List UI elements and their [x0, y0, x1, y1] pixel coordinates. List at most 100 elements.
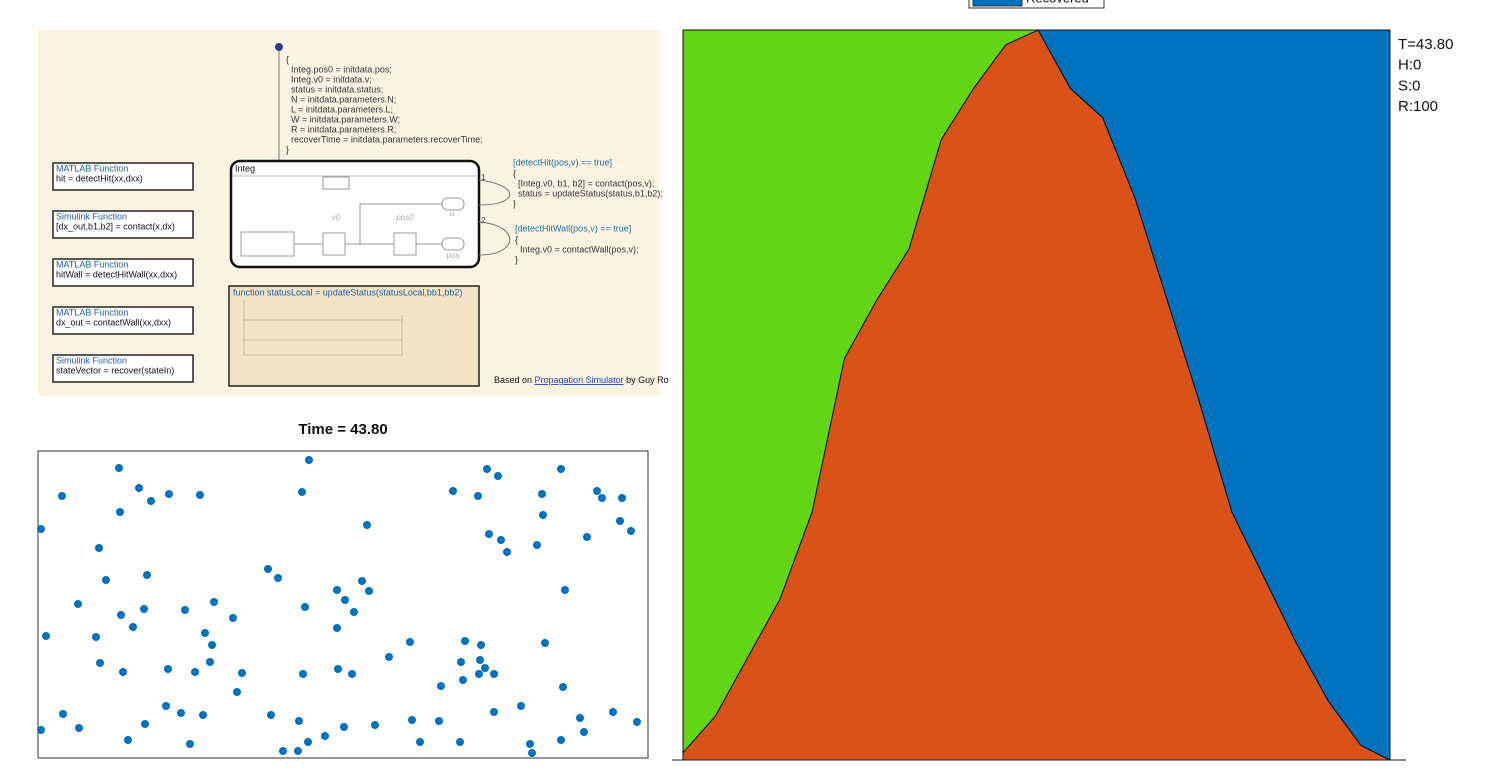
point: [37, 726, 45, 734]
code-line: Integ.pos0 = initdata.pos;: [291, 64, 392, 74]
transition-action: {: [515, 234, 518, 244]
point: [96, 659, 104, 667]
transition-action: {: [513, 168, 516, 178]
point: [229, 614, 237, 622]
point: [371, 721, 379, 729]
status-text: S:0: [1398, 77, 1421, 94]
point: [321, 732, 329, 740]
point: [627, 527, 635, 535]
block: [322, 232, 346, 256]
point: [42, 632, 50, 640]
point: [475, 670, 483, 678]
point: [449, 487, 457, 495]
transition-guard: [detectHit(pos,v) == true]: [513, 157, 612, 167]
point: [59, 710, 67, 718]
point: [340, 723, 348, 731]
point: [477, 641, 485, 649]
point: [528, 749, 536, 757]
function-signature: [dx_out,b1,b2] = contact(x,dx): [56, 221, 175, 231]
point: [334, 665, 342, 673]
transition-action: }: [515, 254, 518, 264]
function-kind: Simulink Function: [56, 355, 127, 365]
point: [485, 530, 493, 538]
default-transition-dot: [275, 43, 283, 51]
legend-label: Recovered: [1026, 0, 1089, 5]
point: [143, 571, 151, 579]
function-box: [52, 162, 194, 191]
function-signature: stateVector = recover(stateIn): [56, 365, 174, 375]
function-box: [52, 210, 194, 239]
point: [358, 577, 366, 585]
point: [494, 472, 502, 480]
point: [191, 668, 199, 676]
point: [503, 548, 511, 556]
function-signature: hit = detectHit(xx,dxx): [56, 173, 143, 183]
function-box: [52, 258, 194, 287]
point: [298, 488, 306, 496]
transition-order: 1: [481, 173, 486, 182]
point: [459, 676, 467, 684]
point: [517, 702, 525, 710]
point: [576, 714, 584, 722]
point: [124, 736, 132, 744]
transition-action: status = updateStatus(status,b1,b2);: [518, 188, 663, 198]
point: [490, 670, 498, 678]
point: [333, 586, 341, 594]
point: [58, 492, 66, 500]
point: [583, 533, 591, 541]
point: [538, 490, 546, 498]
point: [616, 517, 624, 525]
point: [348, 670, 356, 678]
function-signature: dx_out = contactWall(xx,dxx): [56, 317, 171, 327]
point: [633, 718, 641, 726]
point: [206, 658, 214, 666]
code-line: {: [286, 54, 289, 64]
port-label: u: [450, 209, 454, 218]
self-transitions: [478, 179, 510, 256]
point: [593, 487, 601, 495]
point: [165, 490, 173, 498]
point: [598, 494, 606, 502]
scatter-axes: [37, 450, 649, 759]
point: [201, 629, 209, 637]
point: [95, 544, 103, 552]
point: [117, 611, 125, 619]
point: [181, 606, 189, 614]
credit-prefix: Based on: [494, 375, 535, 385]
code-line: recoverTime = initdata.parameters.recove…: [291, 134, 483, 144]
transition-guard: [detectHitWall(pos,v) == true]: [515, 223, 631, 233]
legend: [968, 0, 1105, 9]
outport: [441, 237, 465, 251]
point: [457, 658, 465, 666]
point: [37, 525, 45, 533]
point: [483, 465, 491, 473]
point: [408, 716, 416, 724]
point: [210, 598, 218, 606]
function-kind: Simulink Function: [56, 211, 127, 221]
point: [497, 536, 505, 544]
chart-title: Time = 43.80: [298, 421, 387, 438]
point: [264, 565, 272, 573]
point: [437, 682, 445, 690]
point: [365, 587, 373, 595]
function-kind: MATLAB Function: [56, 163, 128, 173]
point: [301, 603, 309, 611]
point: [140, 605, 148, 613]
point: [481, 664, 489, 672]
credit-link[interactable]: Propagation Simulator: [535, 375, 624, 385]
point: [557, 465, 565, 473]
point: [196, 491, 204, 499]
point: [116, 508, 124, 516]
transition-action: [Integ.v0, b1, b2] = contact(pos,v);: [518, 178, 654, 188]
point: [92, 633, 100, 641]
port-label: v0: [332, 213, 341, 222]
update-function-box: [228, 285, 480, 387]
point: [559, 683, 567, 691]
point: [533, 541, 541, 549]
point: [295, 717, 303, 725]
point: [541, 639, 549, 647]
point: [186, 740, 194, 748]
point: [490, 708, 498, 716]
point: [341, 596, 349, 604]
